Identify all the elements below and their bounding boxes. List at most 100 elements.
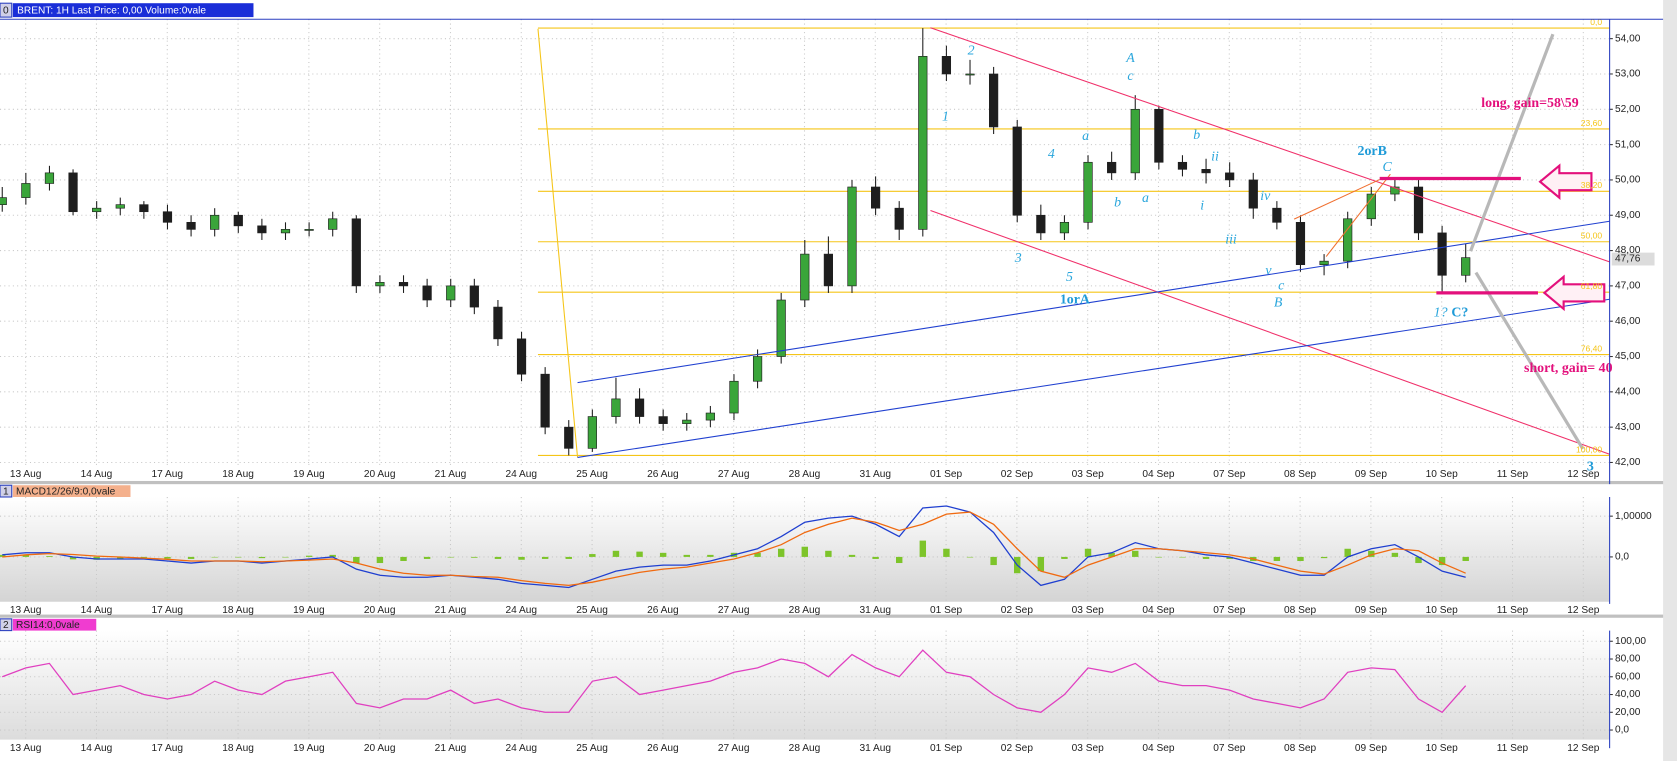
candle-body bbox=[847, 186, 857, 287]
histogram-bar bbox=[636, 551, 643, 557]
candle-body bbox=[1107, 161, 1117, 174]
x-tick-label: 11 Sep bbox=[1497, 605, 1529, 616]
histogram-bar bbox=[659, 552, 667, 557]
annotation: a bbox=[1082, 129, 1089, 144]
candle-body bbox=[1272, 207, 1282, 223]
x-tick-label: 28 Aug bbox=[789, 743, 821, 754]
panel-index: 0 bbox=[3, 5, 9, 16]
histogram-bar bbox=[235, 556, 242, 558]
x-tick-label: 13 Aug bbox=[10, 469, 42, 480]
candle-body bbox=[92, 207, 102, 213]
separator bbox=[0, 614, 1677, 618]
x-tick-label: 25 Aug bbox=[576, 743, 608, 754]
candle-body bbox=[776, 299, 786, 357]
x-tick-label: 28 Aug bbox=[789, 469, 821, 480]
candle-body bbox=[634, 398, 645, 417]
candle-body bbox=[469, 285, 479, 308]
histogram-bar bbox=[423, 556, 431, 559]
candle-body bbox=[1295, 221, 1306, 266]
x-tick-label: 09 Sep bbox=[1355, 469, 1388, 480]
rsi-tab[interactable] bbox=[12, 618, 97, 631]
x-tick-label: 28 Aug bbox=[789, 605, 821, 616]
histogram-bar bbox=[943, 548, 950, 557]
macd-tab[interactable] bbox=[12, 485, 131, 498]
date-strip bbox=[0, 466, 1610, 485]
histogram-bar bbox=[707, 554, 714, 557]
y-tick-label: 0,0 bbox=[1615, 725, 1629, 736]
histogram-bar bbox=[825, 550, 832, 557]
panel-index-box[interactable] bbox=[0, 2, 13, 18]
annotation: C? bbox=[1451, 305, 1468, 320]
plot-layers: 13 Aug 14 Aug 17 Aug 18 Aug 19 Aug 20 Aug 21 A… bbox=[0, 17, 1655, 754]
candle-body bbox=[1248, 179, 1258, 209]
histogram-bar bbox=[872, 556, 879, 559]
candle-body bbox=[280, 229, 291, 234]
annotation: A bbox=[1125, 51, 1135, 66]
histogram-bar bbox=[258, 556, 266, 559]
candle-body bbox=[894, 207, 904, 230]
candle-body bbox=[139, 204, 149, 213]
candle-body bbox=[800, 253, 810, 301]
x-tick-label: 18 Aug bbox=[222, 605, 254, 616]
x-tick-label: 08 Sep bbox=[1284, 605, 1317, 616]
title-tab[interactable] bbox=[12, 3, 254, 18]
annotation: 1 bbox=[942, 110, 949, 125]
histogram-bar bbox=[1320, 556, 1328, 559]
y-tick-label: 0,0 bbox=[1615, 552, 1629, 563]
candle-body bbox=[115, 204, 125, 209]
x-tick-label: 07 Sep bbox=[1213, 743, 1246, 754]
x-tick-label: 02 Sep bbox=[1001, 743, 1034, 754]
histogram-bar bbox=[494, 556, 502, 559]
candle-body bbox=[1461, 257, 1471, 276]
x-tick-label: 13 Aug bbox=[10, 605, 42, 616]
histogram-bar bbox=[1273, 556, 1281, 561]
fib-anchor-line bbox=[537, 28, 579, 458]
y-tick-label: 40,00 bbox=[1615, 689, 1641, 700]
x-tick-label: 03 Sep bbox=[1072, 469, 1105, 480]
histogram-bar bbox=[541, 556, 549, 559]
candle-body bbox=[1059, 221, 1070, 234]
panel-index-box[interactable] bbox=[0, 484, 13, 498]
x-tick-label: 18 Aug bbox=[222, 469, 254, 480]
histogram-bar bbox=[1415, 556, 1422, 564]
x-tick-label: 10 Sep bbox=[1426, 743, 1459, 754]
histogram-bar bbox=[1037, 556, 1045, 572]
histogram-bar bbox=[93, 556, 100, 560]
candle-body bbox=[398, 282, 409, 287]
panel-index-box[interactable] bbox=[0, 618, 13, 632]
histogram-bar bbox=[1061, 556, 1068, 559]
arrow-icon bbox=[1538, 163, 1593, 201]
x-tick-label: 09 Sep bbox=[1355, 605, 1388, 616]
candle-body bbox=[493, 306, 503, 340]
histogram-bar bbox=[612, 550, 620, 557]
x-tick-label: 26 Aug bbox=[647, 743, 679, 754]
histogram-bar bbox=[1155, 556, 1163, 558]
x-tick-label: 26 Aug bbox=[647, 605, 679, 616]
annotation: b bbox=[1193, 128, 1200, 143]
histogram-bar bbox=[777, 548, 785, 557]
annotation: C bbox=[1383, 160, 1393, 175]
scrollbar[interactable] bbox=[1663, 0, 1677, 761]
candle-body bbox=[210, 214, 220, 230]
x-tick-label: 10 Sep bbox=[1426, 469, 1459, 480]
candle-body bbox=[540, 373, 550, 428]
x-tick-label: 17 Aug bbox=[151, 605, 183, 616]
wave-line bbox=[1293, 179, 1380, 220]
annotation: iv bbox=[1260, 189, 1271, 204]
annotation: B bbox=[1274, 296, 1283, 311]
annotation: 2orB bbox=[1358, 144, 1387, 159]
x-tick-label: 26 Aug bbox=[647, 469, 679, 480]
candle-body bbox=[375, 282, 385, 287]
x-tick-label: 31 Aug bbox=[859, 469, 891, 480]
candle-body bbox=[446, 285, 456, 301]
fib-label: 0,0 bbox=[1590, 17, 1602, 27]
histogram-bar bbox=[1108, 552, 1115, 557]
candle-body bbox=[257, 225, 267, 234]
annotation: ii bbox=[1211, 149, 1219, 164]
x-tick-label: 21 Aug bbox=[435, 469, 467, 480]
histogram-bar bbox=[1462, 556, 1469, 561]
annotation: long, gain=58\59 bbox=[1481, 96, 1578, 111]
x-tick-label: 12 Sep bbox=[1567, 605, 1600, 616]
candle-body bbox=[233, 214, 243, 227]
histogram-bar bbox=[754, 552, 761, 557]
